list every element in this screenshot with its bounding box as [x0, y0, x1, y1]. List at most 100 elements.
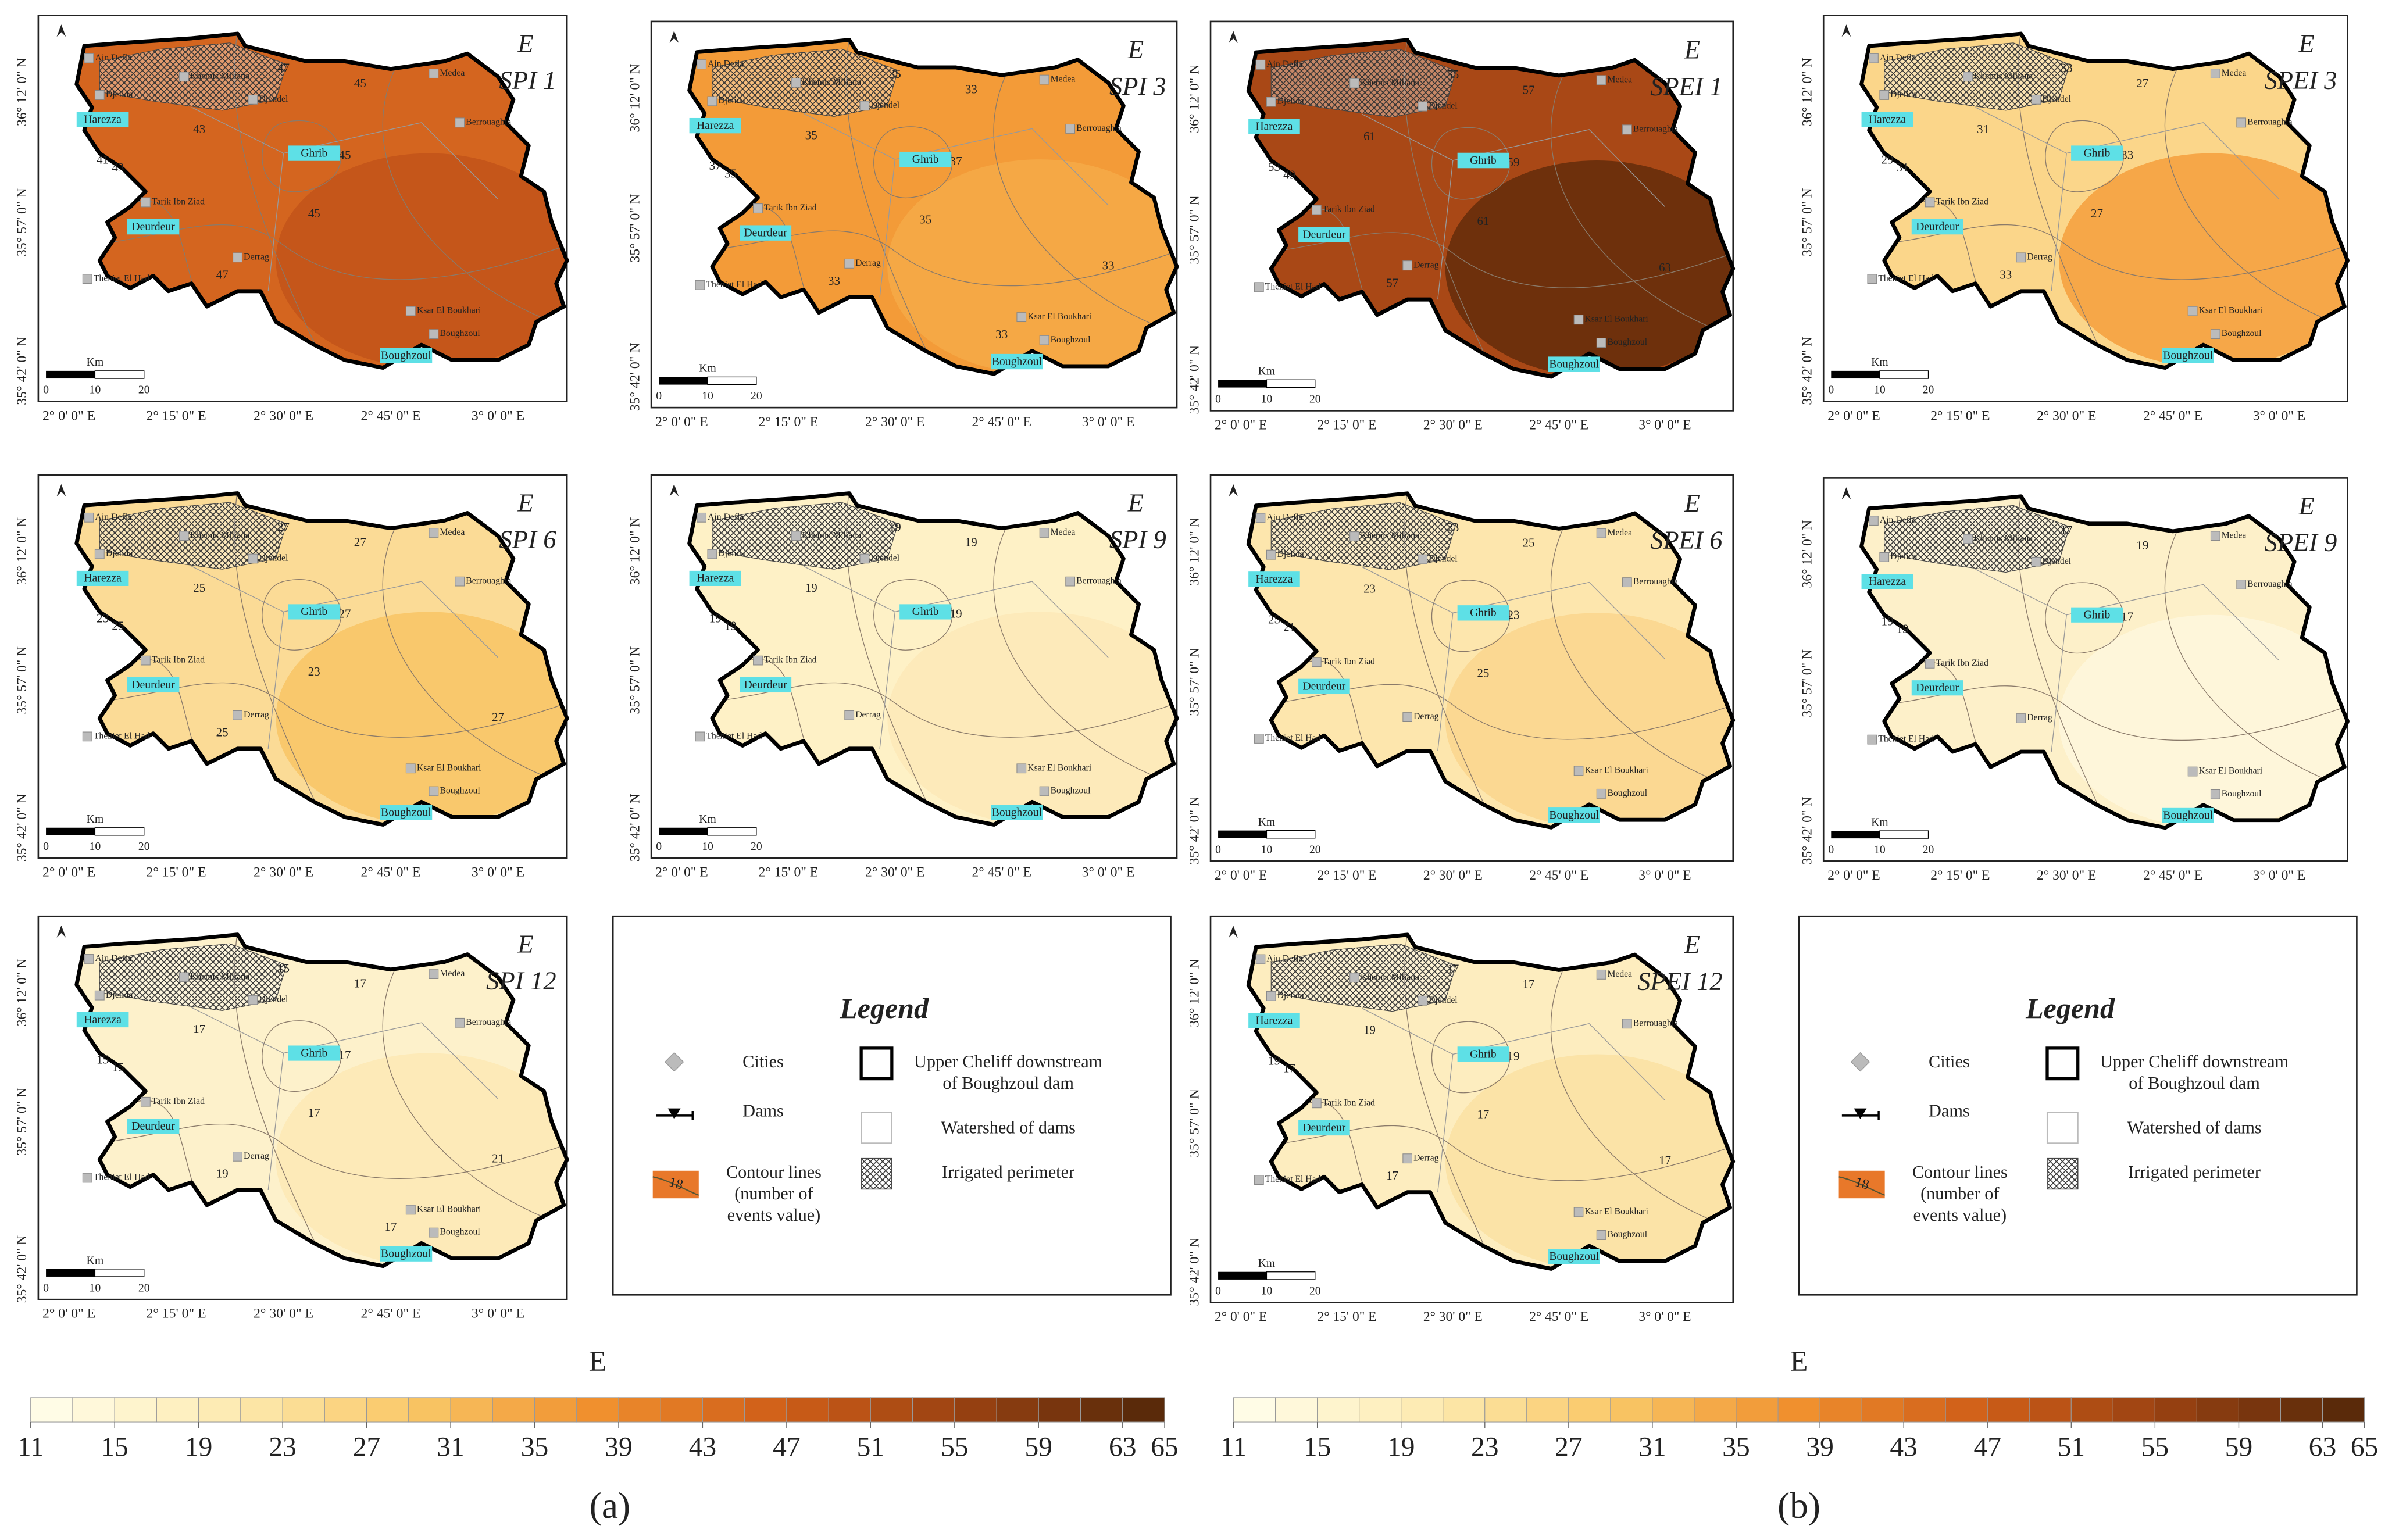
city-label: Tarik Ibn Ziad	[1323, 205, 1375, 215]
city-label: Derrag	[244, 1151, 269, 1161]
legend-label: of Boughzoul dam	[2129, 1073, 2260, 1093]
scale-black	[1831, 831, 1880, 839]
city-label: Derrag	[2027, 252, 2052, 262]
scale-label: 0	[656, 390, 662, 402]
contour-line	[873, 579, 953, 651]
city-marker	[1963, 72, 1973, 82]
region-boundary	[687, 38, 1179, 376]
city-label: Ain Defla	[708, 512, 744, 522]
colorbar-swatch	[450, 1397, 493, 1423]
city-marker	[1402, 712, 1413, 722]
colorbar-tick-label: 43	[689, 1432, 716, 1462]
city-label: Khemis Miliana	[190, 71, 249, 81]
contour-label: 35	[889, 67, 901, 81]
dam-label-bg	[899, 604, 952, 620]
scale-label: 20	[751, 390, 762, 402]
contour-label: 35	[919, 212, 931, 226]
longitude-label: 2° 30' 0" E	[254, 865, 313, 880]
watershed-symbol	[861, 1112, 892, 1144]
irrigated-perimeter	[712, 48, 899, 117]
contour-label: 35	[805, 128, 817, 142]
colorbar-tick-label: 15	[101, 1432, 128, 1462]
city-label: Djelida	[106, 90, 133, 99]
scale-label: 10	[1874, 844, 1886, 856]
city-label: Boughzoul	[440, 786, 480, 796]
city-marker	[248, 553, 258, 564]
colorbar-tick-label: 23	[1471, 1432, 1498, 1462]
longitude-label: 2° 15' 0" E	[147, 865, 206, 880]
city-label: Medea	[1608, 969, 1633, 979]
colorbar-tick-label: 35	[521, 1432, 548, 1462]
city-marker	[1254, 1175, 1264, 1185]
longitude-label: 2° 0' 0" E	[1215, 1309, 1267, 1324]
city-marker	[1622, 577, 1632, 588]
contour-label: 55	[1447, 67, 1459, 81]
colorbar-swatch	[618, 1397, 661, 1423]
city-marker	[1879, 552, 1890, 562]
city-label: Djendel	[1429, 554, 1458, 564]
colorbar-swatch	[786, 1397, 829, 1423]
contour-label: 19	[1897, 622, 1909, 636]
dam-label-bg	[1548, 1249, 1600, 1264]
city-marker	[1622, 124, 1632, 135]
contour-label: 25	[1268, 612, 1280, 626]
zone	[276, 1053, 567, 1266]
irrigated-perimeter	[1884, 505, 2070, 573]
longitude-label: 2° 45' 0" E	[972, 865, 1031, 880]
city-label: Ain Defla	[95, 53, 131, 63]
dam-label: Ghrib	[2084, 609, 2111, 621]
colorbar-tick-label: 15	[1304, 1432, 1331, 1462]
region-boundary	[1246, 38, 1736, 379]
scale-white	[707, 827, 757, 836]
contour-label: 33	[2061, 60, 2073, 74]
city-marker	[695, 731, 705, 742]
contour-label: 19	[1268, 1053, 1280, 1067]
colorbar-tick-label: 39	[1806, 1432, 1833, 1462]
city-marker	[1867, 734, 1877, 745]
dam-symbol	[1841, 1108, 1880, 1120]
scale-unit: Km	[1258, 365, 1276, 377]
dam-label: Ghrib	[301, 1046, 327, 1059]
contour-label: 21	[1283, 620, 1295, 634]
city-marker	[429, 1227, 439, 1238]
region-boundary	[74, 31, 569, 370]
region-inner	[1248, 40, 1733, 377]
longitude-label: 2° 0' 0" E	[1827, 408, 1880, 423]
latitude-label: 36° 12' 0" N	[1800, 58, 1815, 126]
scale-black	[1218, 380, 1267, 388]
city-marker	[82, 731, 92, 742]
scale-unit: Km	[87, 813, 104, 826]
colorbar-tick-label: 51	[857, 1432, 884, 1462]
contour-label: 17	[2121, 610, 2133, 624]
longitude-label: 2° 15' 0" E	[1930, 408, 1990, 423]
city-marker	[84, 53, 94, 63]
dam-label-bg	[288, 604, 341, 620]
city-label: Theniet El Had	[94, 273, 150, 283]
longitude-label: 2° 0' 0" E	[655, 415, 708, 430]
legend-title: Legend	[2025, 992, 2115, 1024]
dam-label: Deurdeur	[1303, 680, 1346, 693]
latitude-label: 35° 57' 0" N	[1187, 1089, 1202, 1157]
contour-label: 17	[308, 1106, 320, 1120]
dam-label-bg	[1457, 605, 1509, 621]
colorbar-swatch	[1526, 1397, 1569, 1423]
city-marker	[429, 528, 439, 538]
latitude-label: 35° 42' 0" N	[15, 1235, 30, 1303]
city-label: Medea	[1051, 527, 1076, 537]
city-marker	[1349, 531, 1359, 541]
city-label: Tarik Ibn Ziad	[1323, 656, 1375, 666]
city-marker	[1596, 1230, 1606, 1240]
region-boundary	[74, 491, 569, 827]
dam-label: Harezza	[1255, 1014, 1293, 1027]
legend-label: Dams	[742, 1101, 784, 1121]
scale-label: 0	[1215, 1284, 1221, 1297]
scale-label: 20	[1309, 1284, 1321, 1297]
city-label: Derrag	[855, 258, 881, 268]
scale-unit: Km	[699, 362, 716, 375]
contour-line	[1431, 580, 1511, 652]
scale-label: 20	[1923, 844, 1934, 856]
